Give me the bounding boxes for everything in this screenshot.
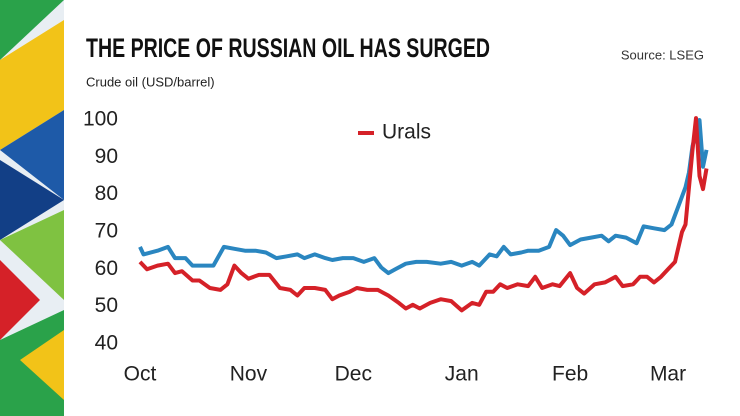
x-tick-label: Dec	[335, 363, 372, 386]
y-axis-label: Crude oil (USD/barrel)	[86, 74, 215, 89]
shape	[0, 260, 40, 340]
shape	[0, 160, 64, 240]
y-tick-label: 60	[95, 257, 118, 280]
shape	[0, 20, 64, 150]
x-tick-label: Feb	[552, 363, 588, 386]
y-tick-label: 90	[95, 145, 118, 168]
decoration	[0, 0, 64, 416]
y-tick-label: 100	[83, 108, 118, 131]
legend-label: Urals	[382, 121, 431, 144]
x-tick-label: Oct	[124, 363, 157, 386]
shape	[0, 110, 64, 200]
y-tick-label: 70	[95, 220, 118, 243]
chart-title: THE PRICE OF RUSSIAN OIL HAS SURGED	[86, 33, 490, 63]
y-tick-label: 80	[95, 182, 118, 205]
line	[138, 116, 709, 313]
shape	[0, 210, 64, 300]
x-tick-label: Nov	[230, 363, 268, 386]
shape	[0, 0, 64, 60]
x-tick-label: Jan	[445, 363, 479, 386]
y-tick-label: 40	[95, 332, 118, 355]
source: Source: LSEG	[621, 47, 704, 62]
shape	[20, 330, 64, 400]
line	[138, 118, 709, 276]
x-tick-label: Mar	[650, 363, 686, 386]
y-tick-label: 50	[95, 294, 118, 317]
